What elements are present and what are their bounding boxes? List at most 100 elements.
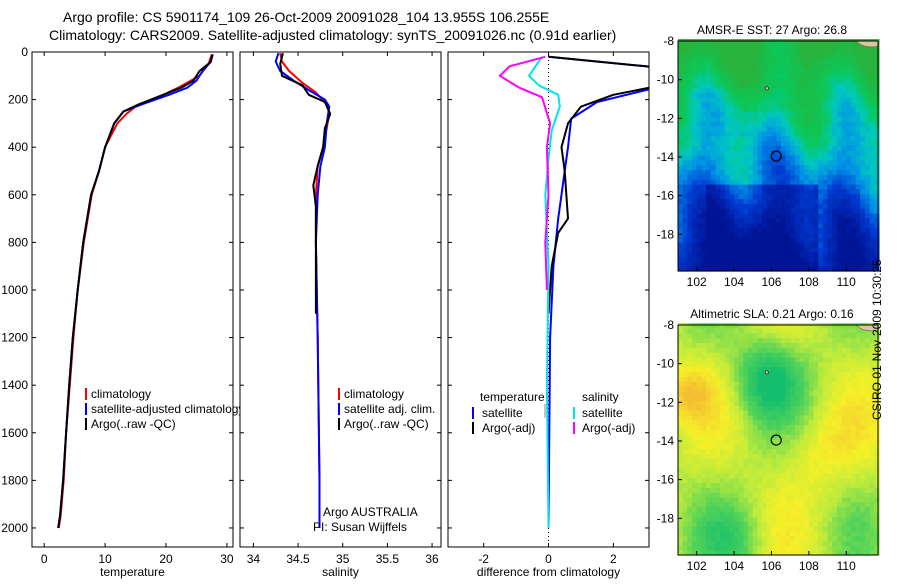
heatmap-cell [734, 468, 740, 474]
heatmap-cell [846, 419, 852, 426]
heatmap-cell [869, 82, 875, 88]
heatmap-cell [715, 53, 721, 59]
heatmap-cell [757, 448, 763, 455]
heatmap-cell [729, 111, 735, 117]
heatmap-cell [687, 468, 693, 474]
heatmap-cell [776, 203, 782, 209]
heatmap-cell [776, 164, 782, 171]
heatmap-cell [687, 159, 693, 166]
heatmap-cell [804, 472, 810, 479]
heatmap-cell [813, 337, 819, 343]
heatmap-cell [701, 453, 707, 459]
heatmap-cell [710, 135, 716, 142]
heatmap-cell [864, 111, 871, 117]
heatmap-cell [748, 400, 754, 406]
heatmap-cell [813, 545, 819, 551]
heatmap-cell [832, 347, 838, 353]
heatmap-cell [752, 72, 759, 79]
heatmap-cell [813, 414, 819, 421]
heatmap-cell [785, 516, 791, 522]
heatmap-cell [855, 414, 861, 421]
heatmap-cell [696, 327, 702, 334]
heatmap-cell [734, 43, 740, 50]
heatmap-cell [850, 468, 857, 474]
heatmap-cell [771, 501, 777, 508]
heatmap-cell [776, 352, 782, 358]
heatmap-cell [771, 526, 777, 532]
heatmap-cell [850, 463, 857, 469]
heatmap-cell [706, 135, 712, 142]
heatmap-cell [715, 376, 721, 382]
heatmap-cell [729, 434, 735, 440]
heatmap-cell [752, 390, 759, 397]
heatmap-cell [832, 472, 838, 479]
heatmap-cell [738, 327, 745, 334]
heatmap-cell [785, 256, 791, 262]
heatmap-cell [846, 497, 852, 503]
heatmap-cell [785, 492, 791, 498]
heatmap-cell [724, 424, 730, 430]
heatmap-cell [687, 72, 693, 79]
heatmap-cell [748, 150, 754, 156]
heatmap-cell [874, 327, 880, 334]
heatmap-cell [757, 443, 763, 450]
heatmap-cell [738, 179, 745, 185]
heatmap-cell [841, 97, 847, 103]
heatmap-cell [813, 106, 819, 113]
heatmap-cell [804, 213, 810, 219]
heatmap-cell [678, 179, 684, 185]
heatmap-cell [734, 356, 740, 363]
heatmap-cell [752, 222, 759, 229]
heatmap-cell [808, 492, 815, 498]
heatmap-cell [696, 501, 702, 508]
heatmap-cell [804, 448, 810, 455]
heatmap-cell [804, 526, 810, 532]
legend-label: Argo(..raw -QC) [344, 417, 429, 431]
annotation-text: Argo AUSTRALIA [323, 505, 418, 519]
heatmap-cell [804, 266, 810, 272]
heatmap-cell [813, 458, 819, 464]
heatmap-cell [720, 385, 726, 392]
heatmap-cell [827, 410, 833, 416]
heatmap-cell [743, 439, 749, 445]
heatmap-cell [710, 106, 716, 113]
heatmap-cell [794, 256, 801, 262]
heatmap-cell [752, 366, 759, 372]
heatmap-cell [794, 193, 801, 200]
heatmap-cell [832, 261, 838, 267]
heatmap-cell [752, 68, 759, 74]
heatmap-cell [678, 458, 684, 464]
heatmap-cell [790, 116, 796, 122]
heatmap-cell [715, 448, 721, 455]
heatmap-cell [869, 179, 875, 185]
heatmap-cell [776, 184, 782, 190]
heatmap-cell [813, 164, 819, 171]
heatmap-cell [762, 434, 768, 440]
heatmap-cell [804, 342, 810, 348]
heatmap-cell [748, 361, 754, 368]
heatmap-cell [710, 487, 716, 493]
heatmap-cell [743, 106, 749, 113]
heatmap-cell [752, 82, 759, 88]
heatmap-cell [874, 217, 880, 224]
heatmap-cell [874, 352, 880, 358]
heatmap-cell [748, 487, 754, 493]
heatmap-cell [748, 121, 754, 127]
heatmap-cell [696, 188, 702, 195]
heatmap-cell [701, 410, 707, 416]
legend-label: satellite [482, 406, 523, 420]
heatmap-cell [827, 468, 833, 474]
heatmap-cell [822, 323, 829, 329]
heatmap-cell [850, 121, 857, 127]
heatmap-cell [724, 540, 730, 546]
heatmap-cell [780, 97, 787, 103]
heatmap-cell [864, 472, 871, 479]
heatmap-cell [720, 352, 726, 358]
heatmap-cell [682, 472, 688, 479]
heatmap-cell [701, 347, 707, 353]
heatmap-cell [780, 477, 787, 484]
heatmap-cell [678, 126, 684, 132]
heatmap-cell [715, 458, 721, 464]
heatmap-cell [869, 492, 875, 498]
heatmap-cell [827, 155, 833, 161]
